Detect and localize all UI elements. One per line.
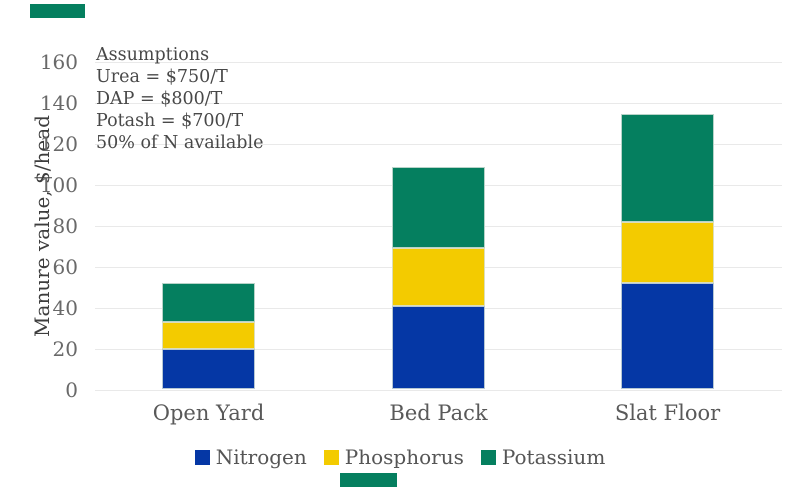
legend-label: Nitrogen xyxy=(215,445,307,469)
y-tick-label: 40 xyxy=(52,295,78,320)
bar-segment-nitrogen xyxy=(621,283,714,390)
legend-item-nitrogen: Nitrogen xyxy=(194,445,307,469)
y-tick-label: 160 xyxy=(39,50,78,75)
x-category-label: Open Yard xyxy=(152,401,265,425)
y-tick-label: 60 xyxy=(52,254,78,279)
x-category-label: Bed Pack xyxy=(389,401,488,425)
bar-segment-phosphorus xyxy=(392,248,485,306)
bar-segment-nitrogen xyxy=(392,305,485,390)
legend-item-potassium: Potassium xyxy=(480,445,606,469)
y-tick-label: 100 xyxy=(39,173,78,198)
legend-swatch-icon xyxy=(323,449,339,465)
legend-label: Phosphorus xyxy=(344,445,464,469)
bar-segment-nitrogen xyxy=(162,348,255,390)
y-tick-label: 140 xyxy=(39,91,78,116)
assumptions-annotation: Assumptions Urea = $750/T DAP = $800/T Pota… xyxy=(96,44,263,154)
gridline xyxy=(95,144,782,146)
y-tick-label: 20 xyxy=(52,336,78,361)
gridline xyxy=(95,62,782,64)
bar-segment-potassium xyxy=(621,113,714,222)
x-category-label: Slat Floor xyxy=(614,401,721,425)
assumption-line: 50% of N available xyxy=(96,133,264,153)
y-tick-label: 80 xyxy=(52,213,78,238)
legend-item-phosphorus: Phosphorus xyxy=(323,445,464,469)
bar-segment-phosphorus xyxy=(162,322,255,349)
gridline xyxy=(95,389,782,391)
y-tick-label: 120 xyxy=(39,132,78,157)
green-accent-bar-bottom xyxy=(340,473,397,487)
bar-segment-potassium xyxy=(392,166,485,249)
legend-swatch-icon xyxy=(194,449,210,465)
legend-label: Potassium xyxy=(501,445,606,469)
y-tick-label: 0 xyxy=(65,377,78,402)
assumption-line: Assumptions xyxy=(96,45,210,65)
chart-legend: Nitrogen Phosphorus Potassium xyxy=(0,445,800,469)
bar-segment-phosphorus xyxy=(621,221,714,284)
assumption-line: Potash = $700/T xyxy=(96,111,244,131)
assumption-line: DAP = $800/T xyxy=(96,89,223,109)
assumption-line: Urea = $750/T xyxy=(96,67,228,87)
legend-swatch-icon xyxy=(480,449,496,465)
green-accent-bar-top xyxy=(30,4,85,18)
bar-segment-potassium xyxy=(162,283,255,323)
gridline xyxy=(95,103,782,105)
